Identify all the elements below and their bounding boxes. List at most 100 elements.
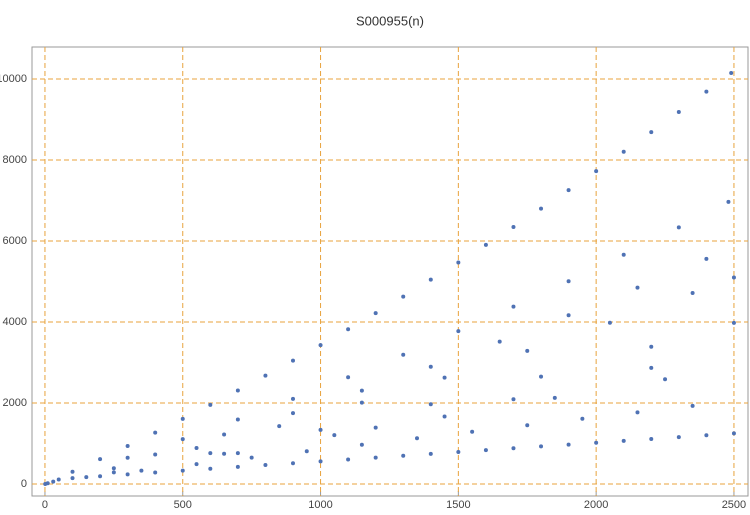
- point: [111, 466, 116, 471]
- point: [180, 437, 185, 442]
- point: [704, 256, 709, 261]
- x-tick-label: 1500: [446, 499, 470, 510]
- point: [649, 344, 654, 349]
- point: [263, 373, 268, 378]
- point: [649, 436, 654, 441]
- point: [663, 377, 668, 382]
- point: [373, 455, 378, 460]
- point: [483, 242, 488, 247]
- point: [511, 397, 516, 402]
- point: [84, 475, 89, 480]
- point: [51, 479, 56, 484]
- point: [290, 358, 295, 363]
- point: [153, 470, 158, 475]
- x-tick-label: 2500: [722, 499, 746, 510]
- point: [70, 476, 75, 481]
- point: [552, 395, 557, 400]
- chart-title: S000955(n): [356, 13, 424, 28]
- point: [222, 432, 227, 437]
- point: [525, 423, 530, 428]
- y-tick-label: 0: [21, 478, 27, 490]
- point: [415, 436, 420, 441]
- point: [649, 365, 654, 370]
- point: [180, 468, 185, 473]
- point: [621, 438, 626, 443]
- point: [98, 474, 103, 479]
- point: [180, 416, 185, 421]
- point: [525, 348, 530, 353]
- point: [607, 320, 612, 325]
- point: [726, 199, 731, 204]
- point: [346, 327, 351, 332]
- y-tick-label: 6000: [3, 235, 27, 247]
- point: [153, 452, 158, 457]
- point: [539, 444, 544, 449]
- point: [277, 424, 282, 429]
- point: [194, 462, 199, 467]
- point: [511, 304, 516, 309]
- point: [56, 477, 61, 482]
- point: [676, 110, 681, 115]
- point: [208, 451, 213, 456]
- point: [428, 364, 433, 369]
- point: [332, 433, 337, 438]
- point: [594, 440, 599, 445]
- point: [566, 279, 571, 284]
- point: [235, 388, 240, 393]
- point: [359, 442, 364, 447]
- point: [580, 416, 585, 421]
- point: [456, 329, 461, 334]
- point: [428, 451, 433, 456]
- point: [194, 445, 199, 450]
- y-tick-label: 8000: [3, 154, 27, 166]
- point: [208, 402, 213, 407]
- y-tick-label: 2000: [3, 397, 27, 409]
- point: [373, 425, 378, 430]
- point: [594, 169, 599, 174]
- point: [539, 206, 544, 211]
- point: [456, 450, 461, 455]
- point: [676, 435, 681, 440]
- point: [235, 464, 240, 469]
- point: [621, 149, 626, 154]
- point: [511, 446, 516, 451]
- point: [621, 252, 626, 257]
- point: [731, 275, 736, 280]
- point: [497, 339, 502, 344]
- point: [470, 429, 475, 434]
- point: [428, 277, 433, 282]
- point: [290, 461, 295, 466]
- point: [304, 449, 309, 454]
- point: [539, 374, 544, 379]
- point: [111, 470, 116, 475]
- point: [690, 290, 695, 295]
- point: [566, 188, 571, 193]
- point: [359, 388, 364, 393]
- point: [125, 444, 130, 449]
- point: [290, 411, 295, 416]
- x-tick-label: 0: [42, 499, 48, 510]
- point: [235, 451, 240, 456]
- y-tick-label: 10000: [0, 73, 27, 85]
- point: [566, 442, 571, 447]
- point: [208, 466, 213, 471]
- point: [318, 427, 323, 432]
- point: [731, 320, 736, 325]
- point: [511, 224, 516, 229]
- point: [235, 417, 240, 422]
- point: [139, 468, 144, 473]
- point: [98, 457, 103, 462]
- point: [359, 400, 364, 405]
- point: [566, 313, 571, 318]
- x-tick-label: 1000: [308, 499, 332, 510]
- point: [729, 71, 734, 76]
- point: [442, 414, 447, 419]
- point: [635, 410, 640, 415]
- point: [45, 481, 50, 486]
- point: [346, 457, 351, 462]
- point: [704, 89, 709, 94]
- point: [290, 396, 295, 401]
- x-tick-label: 2000: [584, 499, 608, 510]
- point: [125, 455, 130, 460]
